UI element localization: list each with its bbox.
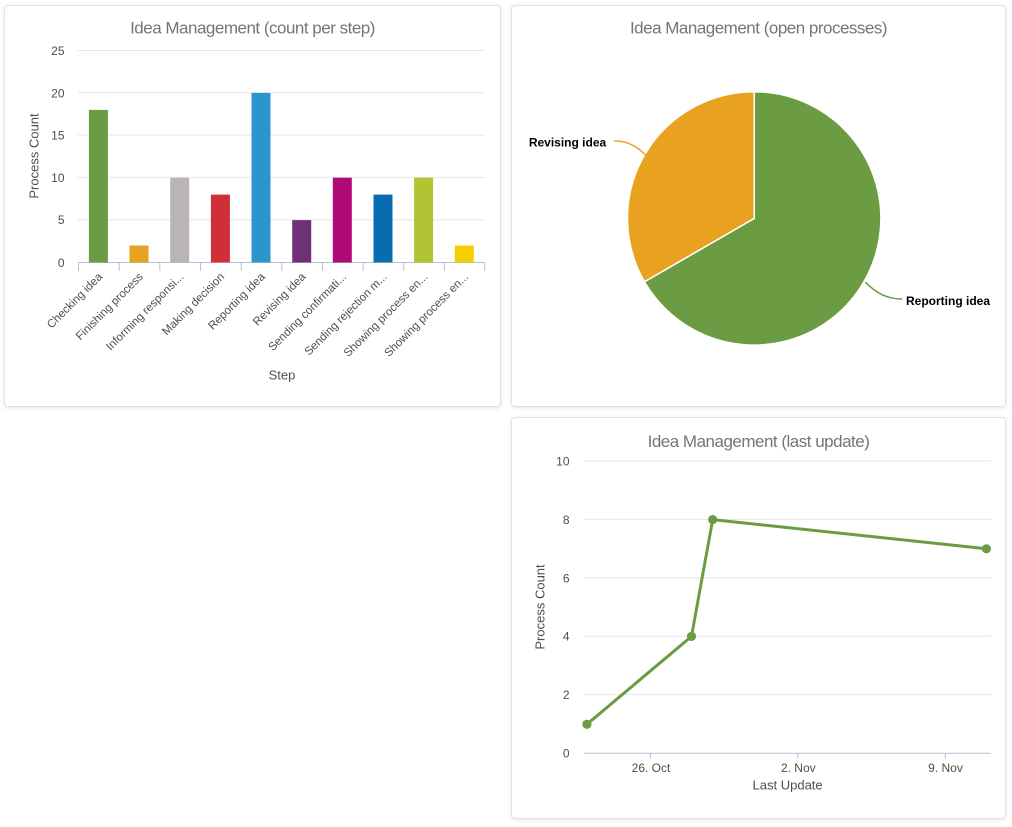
svg-text:15: 15 (51, 129, 65, 143)
svg-text:Process Count: Process Count (27, 113, 42, 199)
svg-text:Idea Management (count per ste: Idea Management (count per step) (130, 19, 375, 38)
svg-text:9. Nov: 9. Nov (928, 761, 963, 775)
svg-text:Showing process en...: Showing process en... (383, 271, 471, 359)
svg-text:0: 0 (563, 747, 570, 761)
svg-text:Step: Step (269, 368, 296, 383)
svg-text:25: 25 (51, 44, 65, 58)
svg-text:26. Oct: 26. Oct (632, 761, 671, 775)
svg-text:6: 6 (563, 571, 570, 585)
svg-text:Informing responsi...: Informing responsi... (104, 271, 186, 353)
svg-text:Sending confirmati...: Sending confirmati... (267, 271, 350, 354)
svg-text:Last Update: Last Update (753, 778, 823, 793)
svg-text:Idea Management (open processe: Idea Management (open processes) (630, 19, 887, 38)
svg-text:5: 5 (58, 213, 65, 227)
svg-text:10: 10 (556, 455, 570, 469)
svg-text:4: 4 (563, 630, 570, 644)
svg-text:0: 0 (58, 256, 65, 270)
svg-text:2: 2 (563, 688, 570, 702)
svg-text:10: 10 (51, 171, 65, 185)
svg-text:Reporting idea: Reporting idea (906, 294, 990, 308)
svg-text:Process Count: Process Count (533, 564, 548, 650)
svg-text:Revising idea: Revising idea (529, 135, 607, 149)
svg-text:8: 8 (563, 513, 570, 527)
svg-text:20: 20 (51, 86, 65, 100)
svg-text:2. Nov: 2. Nov (781, 761, 816, 775)
svg-text:Idea Management (last update): Idea Management (last update) (648, 432, 870, 451)
svg-text:Sending rejection m...: Sending rejection m... (303, 271, 390, 358)
